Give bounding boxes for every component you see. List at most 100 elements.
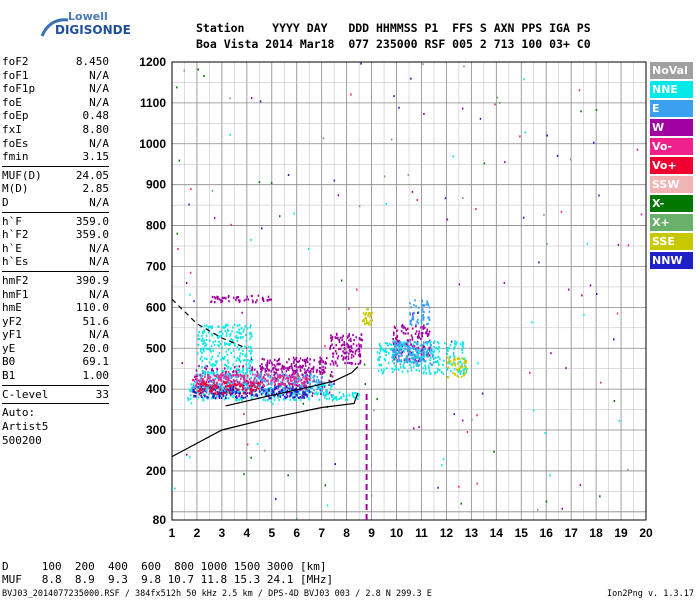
echo-dot-vo- — [258, 382, 261, 385]
echo-dot-vo- — [202, 384, 204, 387]
echo-dot-w — [359, 362, 361, 365]
param-row: hmE 110.0 — [2, 301, 109, 315]
echo-dot-nne — [223, 398, 226, 401]
echo-dot-vo- — [225, 384, 227, 387]
echo-dot-nne — [237, 372, 239, 375]
echo-dot-e — [399, 363, 402, 366]
echo-dot-nnw — [305, 393, 308, 396]
echo-dot-vo- — [297, 380, 300, 383]
echo-dot-nnw — [194, 391, 196, 394]
param-row: hmF2 390.9 — [2, 274, 109, 288]
echo-dot-w — [308, 375, 311, 378]
echo-dot-nne — [460, 370, 462, 373]
echo-dot-nne — [217, 344, 219, 347]
echo-dot-nnw — [207, 396, 209, 399]
echo-dot-nne — [356, 397, 359, 400]
echo-dot-nne — [308, 381, 311, 384]
echo-dot-nne — [236, 399, 238, 402]
echo-dot-vo- — [220, 375, 223, 378]
echo-dot-w — [274, 365, 277, 368]
echo-dot-e — [430, 348, 433, 351]
echo-dot-nne — [437, 347, 440, 351]
echo-dot-nne — [205, 338, 208, 342]
echo-dot-e — [235, 379, 238, 382]
param-row: hmF1 N/A — [2, 288, 109, 302]
echo-dot-nne — [231, 340, 234, 343]
param-row: h`F 359.0 — [2, 215, 109, 229]
echo-dot-nne — [331, 395, 333, 399]
echo-dot-vo- — [304, 380, 306, 383]
echo-dot-nne — [325, 394, 328, 397]
echo-dot-nne — [231, 390, 233, 393]
echo-dot-w — [397, 340, 399, 343]
echo-dot-vo- — [293, 376, 296, 379]
echo-dot-e — [409, 313, 411, 316]
echo-dot-nne — [382, 370, 385, 374]
echo-dot-nne — [220, 358, 222, 361]
echo-dot-w — [351, 353, 353, 357]
echo-dot-nnw — [195, 391, 197, 394]
y-tick-label: 200 — [146, 464, 166, 478]
echo-dot-nne — [224, 325, 227, 328]
echo-dot-e — [405, 359, 408, 362]
echo-dot-e — [411, 347, 414, 350]
header-labels: Station YYYY DAY DDD HHMMSS P1 FFS S AXN… — [196, 21, 591, 35]
echo-dot-nne — [380, 363, 382, 366]
echo-dot-w — [273, 374, 275, 377]
echo-dot-w — [328, 391, 331, 394]
echo-dot-nnw — [306, 395, 308, 398]
echo-dot-vo- — [285, 376, 288, 379]
echo-dot-nne — [201, 369, 204, 372]
noise-dot — [616, 312, 619, 315]
param-label: foF1 — [2, 68, 29, 82]
legend-item-vo-: Vo- — [650, 138, 693, 155]
echo-dot-nne — [262, 398, 265, 401]
echo-dot-w — [311, 394, 314, 397]
echo-dot-w — [394, 326, 396, 330]
noise-dot — [532, 409, 535, 412]
echo-dot-nne — [249, 326, 251, 329]
echo-dot-e — [297, 376, 300, 379]
echo-dot-w — [281, 370, 284, 373]
param-row: foE N/A — [2, 96, 109, 110]
echo-dot-nne — [221, 369, 224, 372]
echo-dot-sse — [364, 317, 366, 320]
echo-dot-w — [336, 357, 339, 360]
echo-dot-nne — [357, 395, 360, 398]
legend-item-nne: NNE — [650, 81, 693, 98]
clevel-label: C-level — [2, 387, 49, 401]
echo-dot-w — [288, 374, 291, 377]
x-tick-label: 7 — [318, 526, 325, 540]
echo-dot-nne — [358, 393, 360, 396]
echo-dot-w — [411, 327, 414, 330]
echo-dot-w — [195, 369, 198, 372]
echo-dot-vo- — [282, 374, 284, 377]
echo-dot-w — [210, 380, 212, 383]
echo-dot-nnw — [197, 386, 199, 389]
echo-dot-w — [276, 360, 279, 363]
param-value: N/A — [89, 255, 109, 269]
echo-dot-nne — [428, 340, 430, 343]
x-tick-label: 11 — [415, 526, 428, 540]
echo-dot-w — [308, 370, 310, 373]
echo-dot-sse — [367, 312, 370, 315]
echo-dot-vo- — [263, 373, 266, 377]
echo-dot-nne — [410, 357, 413, 360]
echo-dot-vo- — [210, 388, 212, 392]
echo-dot-sse — [447, 366, 450, 369]
echo-dot-nne — [385, 354, 387, 357]
noise-dot — [458, 283, 461, 286]
echo-dot-nne — [273, 399, 276, 402]
echo-dot-nne — [327, 392, 329, 396]
echo-dot-vo- — [253, 383, 255, 387]
echo-dot-w — [306, 380, 309, 383]
legend-item-sse: SSE — [650, 233, 693, 250]
echo-dot-nne — [241, 370, 243, 373]
echo-dot-e — [425, 351, 428, 354]
echo-dot-nne — [433, 349, 435, 352]
noise-dot — [358, 205, 361, 208]
echo-dot-vo- — [284, 384, 286, 387]
noise-dot — [461, 107, 464, 110]
echo-dot-nne — [345, 398, 347, 401]
echo-dot-w — [355, 344, 358, 347]
